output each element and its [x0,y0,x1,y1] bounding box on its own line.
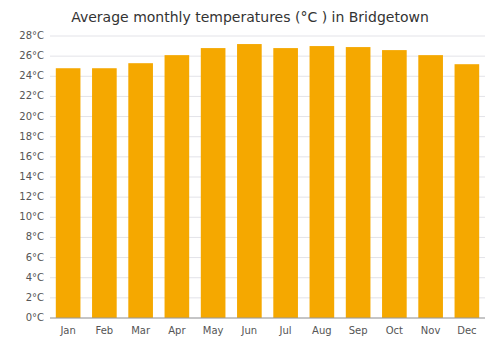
bars [56,44,479,318]
y-tick-label: 12°C [19,191,44,202]
grid-line [50,318,485,319]
x-tick-label: Dec [457,325,476,336]
y-tick-label: 0°C [26,312,44,323]
y-tick-label: 26°C [19,50,44,61]
x-tick-label: May [203,325,224,336]
y-tick-label: 22°C [19,90,44,101]
grid-line [50,36,485,37]
y-tick-label: 28°C [19,30,44,41]
title: Average monthly temperatures (°C ) in Br… [71,9,429,25]
x-tick-label: Jun [241,325,258,336]
bar [201,48,226,318]
bar [310,46,335,318]
bar [56,68,81,318]
x-tick-label: Jul [279,325,292,336]
chart-container: 0°C 2°C 4°C 6°C 8°C 10°C 12°C 14°C 16°C 18°C 20°C 2… [0,0,500,350]
y-tick-label: 10°C [19,211,44,222]
bar [128,63,153,318]
bar [418,55,443,318]
x-tick-label: Feb [96,325,114,336]
y-tick-label: 2°C [26,292,44,303]
bar [455,64,480,318]
x-tick-label: Apr [168,325,186,336]
y-tick-label: 20°C [19,111,44,122]
y-tick-label: 24°C [19,70,44,81]
x-tick-label: Aug [312,325,332,336]
x-tick-label: Mar [131,325,151,336]
y-tick-label: 6°C [26,252,44,263]
x-tick-label: Sep [349,325,368,336]
bar [237,44,262,318]
y-tick-labels: 0°C 2°C 4°C 6°C 8°C 10°C 12°C 14°C 16°C 18°C 20°C 2… [19,30,44,323]
bar [382,50,407,318]
y-tick-label: 14°C [19,171,44,182]
y-tick-label: 16°C [19,151,44,162]
x-tick-label: Nov [421,325,441,336]
x-axis-line [50,318,485,319]
bar [273,48,298,318]
x-tick-label: Jan [59,325,75,336]
y-tick-label: 4°C [26,272,44,283]
y-grid [50,36,485,318]
chart: 0°C 2°C 4°C 6°C 8°C 10°C 12°C 14°C 16°C 18°C 20°C 2… [0,0,500,350]
bar [165,55,190,318]
bar [92,68,117,318]
bar [346,47,371,318]
y-tick-label: 18°C [19,131,44,142]
x-tick-label: Oct [386,325,403,336]
y-tick-label: 8°C [26,231,44,242]
x-tick-labels: Jan Feb Mar Apr May Jun Jul Aug Sep Oct Nov Dec [59,325,476,336]
